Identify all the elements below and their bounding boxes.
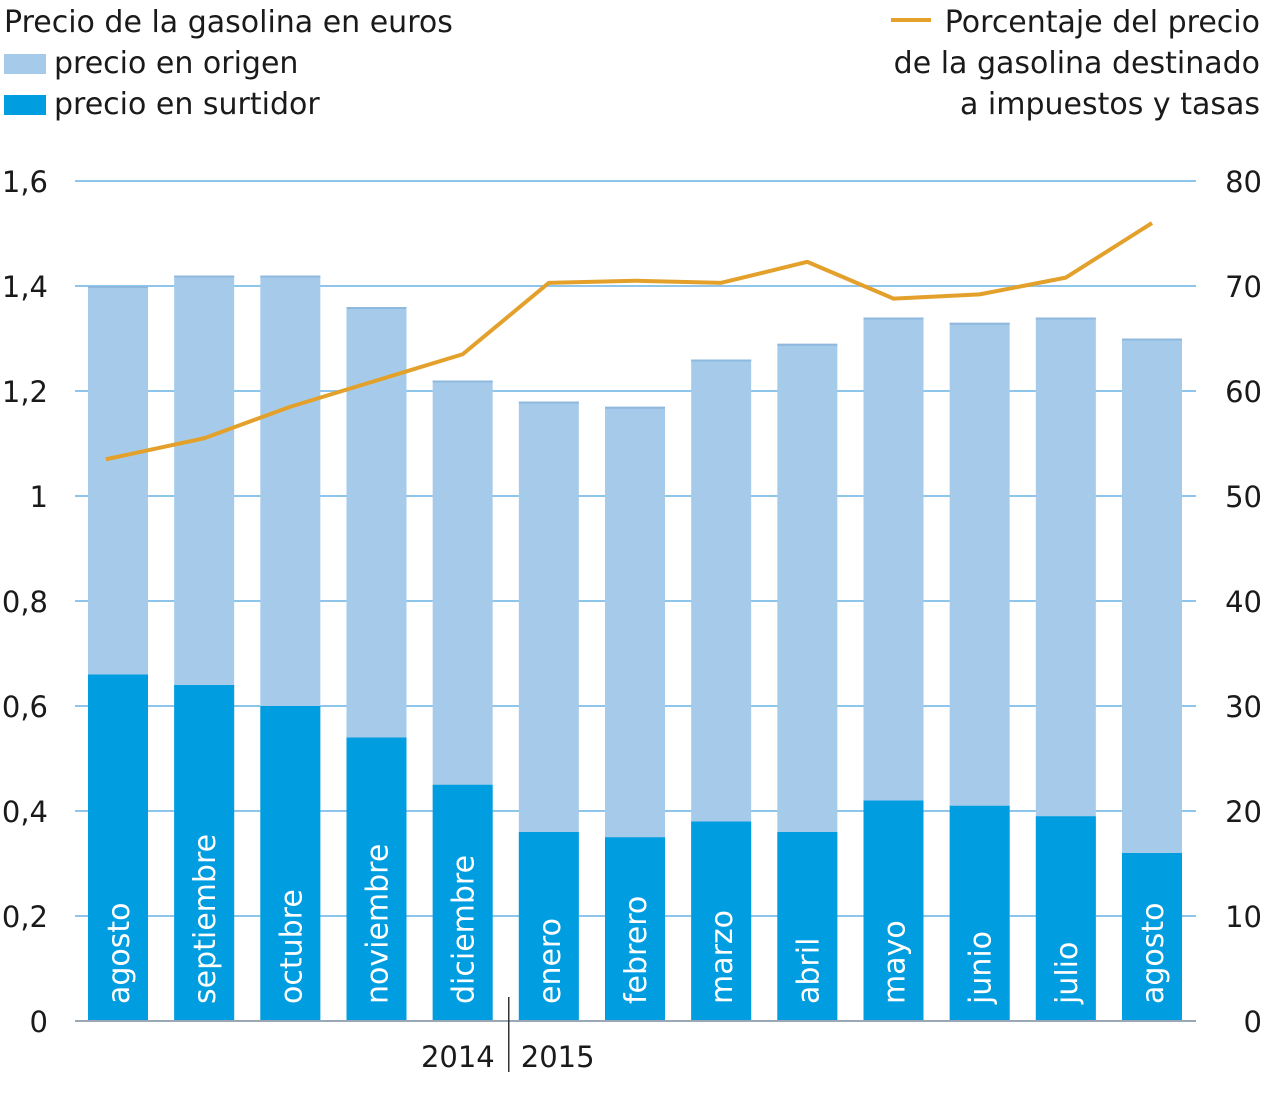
legend-left: Precio de la gasolina en euros precio en… xyxy=(4,2,453,125)
category-label: julio xyxy=(1050,942,1085,1005)
category-label: junio xyxy=(964,931,999,1005)
category-label: agosto xyxy=(1136,902,1171,1004)
y2-tick-label: 40 xyxy=(1225,585,1262,619)
year-label-2015: 2015 xyxy=(521,1040,595,1074)
year-label-2014: 2014 xyxy=(421,1040,495,1074)
legend-line-text1: Porcentaje del precio xyxy=(944,5,1260,40)
tax-percentage-line xyxy=(105,221,1154,462)
pump-swatch xyxy=(4,94,46,115)
legend-line-text3: a impuestos y tasas xyxy=(960,87,1260,122)
legend-item-pump: precio en surtidor xyxy=(4,84,453,125)
category-label: abril xyxy=(791,938,826,1004)
y2-tick-label: 70 xyxy=(1225,270,1262,304)
line-swatch xyxy=(890,17,931,22)
category-label: noviembre xyxy=(361,844,396,1004)
legend-item-origin: precio en origen xyxy=(4,43,453,84)
bar-pump xyxy=(1035,816,1096,1021)
y-tick-label: 1,6 xyxy=(2,165,48,199)
y-tick-label: 1,2 xyxy=(2,375,48,409)
category-label: agosto xyxy=(102,902,137,1004)
y2-tick-label: 50 xyxy=(1225,480,1262,514)
y-tick-label: 0,4 xyxy=(2,795,48,829)
y2-tick-label: 80 xyxy=(1225,165,1262,199)
legend-origin-label: precio en origen xyxy=(54,46,299,81)
y-tick-label: 1,4 xyxy=(2,270,48,304)
y2-tick-label: 10 xyxy=(1225,900,1262,934)
bar-pump xyxy=(88,674,148,1021)
y-tick-label: 0,8 xyxy=(2,585,48,619)
category-label: septiembre xyxy=(188,834,223,1004)
category-label: octubre xyxy=(274,889,309,1004)
bar-pump xyxy=(432,784,493,1021)
bar-pump xyxy=(949,805,1010,1021)
y2-tick-label: 30 xyxy=(1225,690,1262,724)
y2-tick-label: 0 xyxy=(1244,1005,1262,1039)
category-label: mayo xyxy=(878,920,913,1004)
legend-pump-label: precio en surtidor xyxy=(54,87,320,122)
bar-pump xyxy=(346,737,407,1021)
y2-tick-label: 20 xyxy=(1225,795,1262,829)
legend-line-row1: Porcentaje del precio xyxy=(790,2,1260,43)
y2-tick-label: 60 xyxy=(1225,375,1262,409)
y-tick-label: 0,2 xyxy=(2,900,48,934)
y-tick-label: 1 xyxy=(30,480,48,514)
bar-pump xyxy=(1122,853,1182,1021)
category-label: enero xyxy=(533,918,568,1004)
y-tick-label: 0 xyxy=(30,1005,48,1039)
legend-right: Porcentaje del precio de la gasolina des… xyxy=(790,2,1260,125)
origin-swatch xyxy=(4,53,46,74)
bar-pump xyxy=(777,832,838,1021)
bar-pump xyxy=(691,821,752,1021)
bar-pump xyxy=(518,832,579,1021)
bar-pump xyxy=(605,837,665,1021)
bar-pump xyxy=(863,800,924,1021)
legend-line-text2: de la gasolina destinado xyxy=(893,46,1260,81)
legend-left-title: Precio de la gasolina en euros xyxy=(4,5,453,40)
category-label: marzo xyxy=(705,910,740,1004)
y-tick-label: 0,6 xyxy=(2,690,48,724)
bar-pump xyxy=(260,706,321,1021)
bar-pump xyxy=(174,685,235,1021)
category-label: diciembre xyxy=(447,855,482,1004)
category-label: febrero xyxy=(619,896,654,1004)
